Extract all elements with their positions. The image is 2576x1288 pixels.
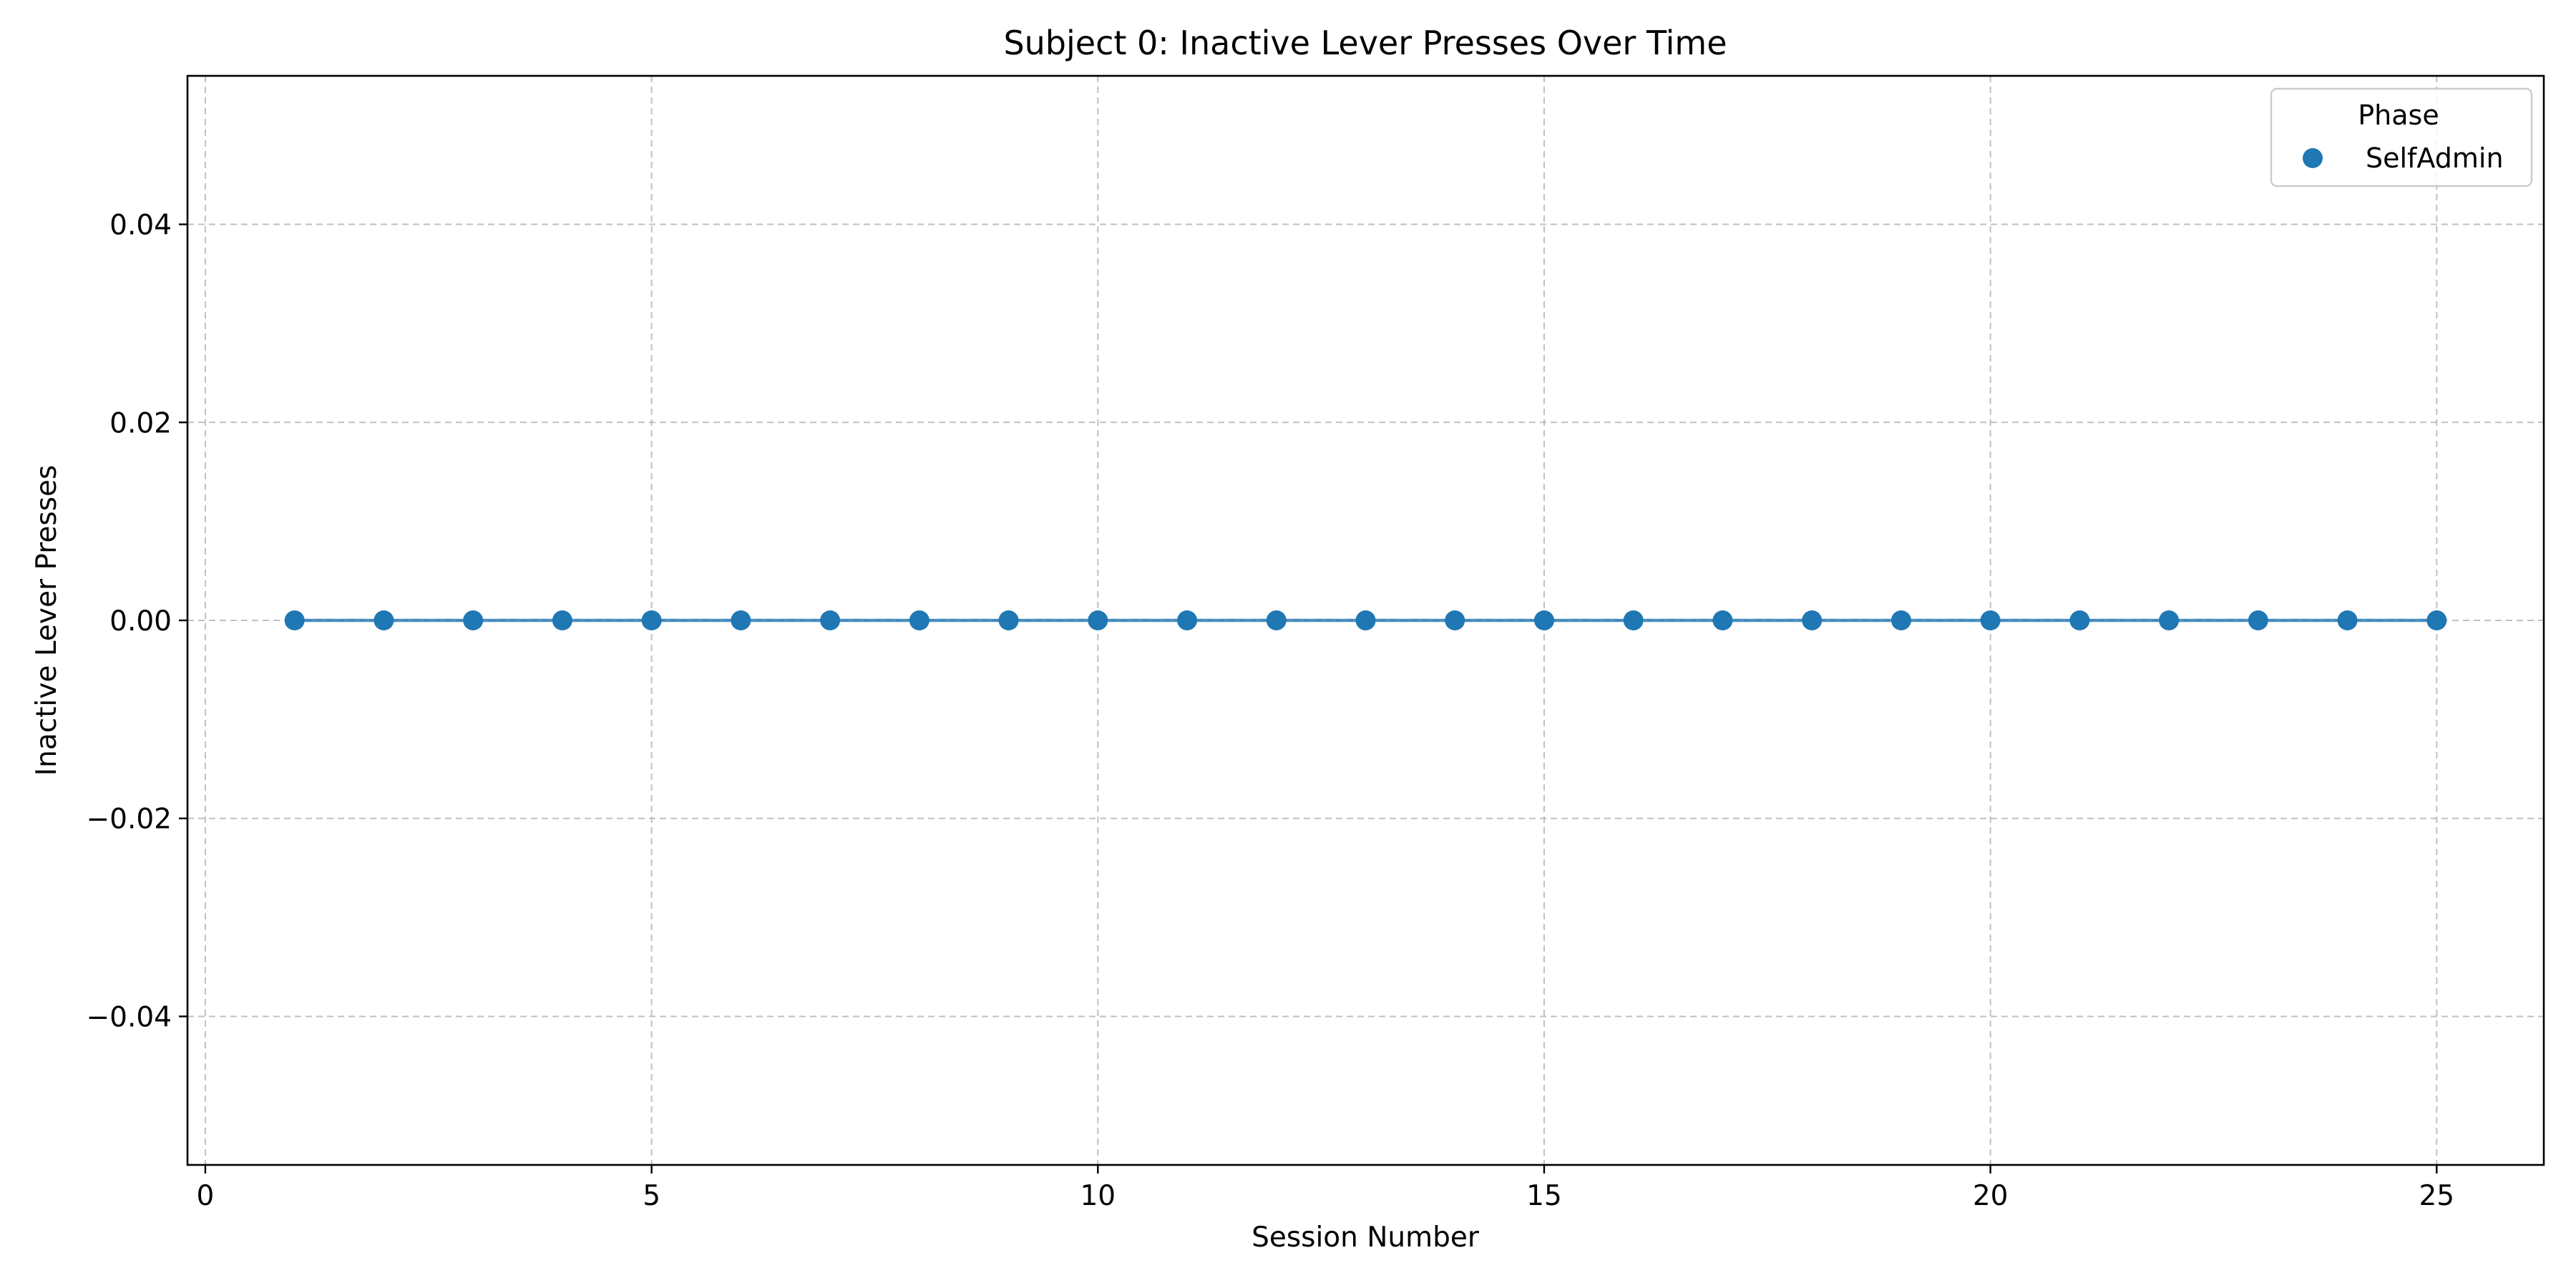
data-point: [1890, 610, 1911, 630]
data-point: [1177, 610, 1198, 630]
x-axis-label: Session Number: [1252, 1221, 1480, 1254]
data-point: [1623, 610, 1644, 630]
data-point: [2069, 610, 2090, 630]
data-point: [1266, 610, 1287, 630]
data-point: [284, 610, 305, 630]
y-axis-label: Inactive Lever Presses: [31, 465, 63, 776]
data-point: [909, 610, 930, 630]
data-point: [1802, 610, 1823, 630]
legend-box: [2270, 87, 2533, 187]
data-point: [820, 610, 841, 630]
data-point: [1445, 610, 1465, 630]
x-tick-label: 0: [197, 1180, 215, 1212]
data-point: [1088, 610, 1108, 630]
y-tick-label: −0.02: [86, 804, 172, 836]
data-point: [463, 610, 484, 630]
y-tick-label: 0.00: [109, 605, 172, 638]
x-tick-label: 25: [2419, 1180, 2454, 1212]
y-tick-label: 0.04: [109, 210, 172, 242]
x-tick-label: 5: [643, 1180, 660, 1212]
data-point: [731, 610, 751, 630]
series-layer: [284, 610, 2447, 630]
y-axis-ticks: −0.04 −0.02 0.00 0.02 0.04: [86, 210, 187, 1033]
data-point: [641, 610, 662, 630]
legend-title: Phase: [2358, 99, 2439, 131]
data-point: [2248, 610, 2268, 630]
data-point: [1533, 610, 1554, 630]
legend: Phase SelfAdmin: [2270, 87, 2533, 187]
y-tick-label: −0.04: [86, 1001, 172, 1033]
data-point: [2426, 610, 2447, 630]
x-tick-label: 15: [1526, 1180, 1562, 1212]
x-tick-label: 20: [1973, 1180, 2009, 1212]
data-point: [2159, 610, 2180, 630]
data-point: [374, 610, 394, 630]
data-point: [1980, 610, 2001, 630]
legend-marker: [2303, 148, 2323, 168]
legend-entry-label: SelfAdmin: [2366, 142, 2504, 174]
x-tick-label: 10: [1080, 1180, 1116, 1212]
data-point: [1712, 610, 1733, 630]
chart-title: Subject 0: Inactive Lever Presses Over T…: [1003, 24, 1727, 62]
grid: [187, 76, 2544, 1165]
data-point: [552, 610, 572, 630]
data-point: [1355, 610, 1376, 630]
data-point: [998, 610, 1019, 630]
x-axis-ticks: 0 5 10 15 20 25: [197, 1165, 2454, 1212]
y-tick-label: 0.02: [109, 407, 172, 439]
data-point: [2337, 610, 2358, 630]
